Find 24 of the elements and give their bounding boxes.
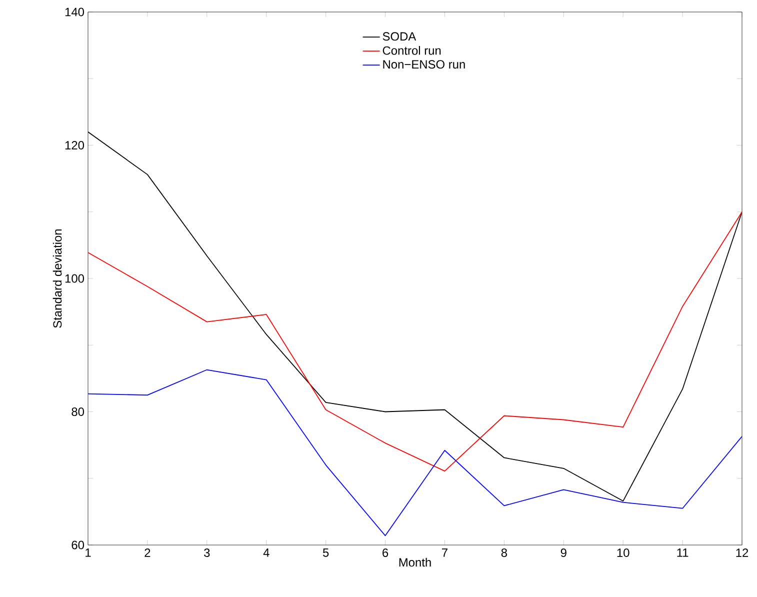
x-tick-label: 7 — [442, 548, 448, 557]
x-tick-label: 6 — [382, 548, 388, 557]
x-tick-label: 3 — [204, 548, 210, 557]
legend-label: Control run — [382, 46, 441, 55]
x-tick-label: 12 — [736, 548, 748, 557]
x-tick-label: 2 — [144, 548, 150, 557]
y-tick-label: 60 — [72, 540, 84, 550]
x-tick-label: 8 — [501, 548, 507, 557]
x-tick-label: 1 — [86, 548, 91, 557]
y-tick-label: 140 — [65, 8, 84, 16]
line-series — [88, 369, 742, 536]
x-tick-label: 5 — [322, 548, 329, 557]
y-axis-title: Standard deviation — [52, 229, 62, 328]
y-tick-label: 100 — [65, 274, 84, 283]
y-tick-label: 80 — [72, 408, 84, 416]
x-tick-label: 11 — [677, 548, 688, 557]
legend-label: SODA — [382, 32, 416, 41]
x-tick-label: 9 — [560, 548, 566, 557]
legend-label: Non−ENSO run — [383, 60, 465, 69]
x-tick-label: 4 — [263, 548, 270, 557]
line-series — [88, 211, 742, 472]
x-tick-label: 10 — [617, 548, 630, 557]
y-tick-label: 120 — [65, 141, 84, 150]
x-axis-title: Month — [399, 558, 431, 567]
